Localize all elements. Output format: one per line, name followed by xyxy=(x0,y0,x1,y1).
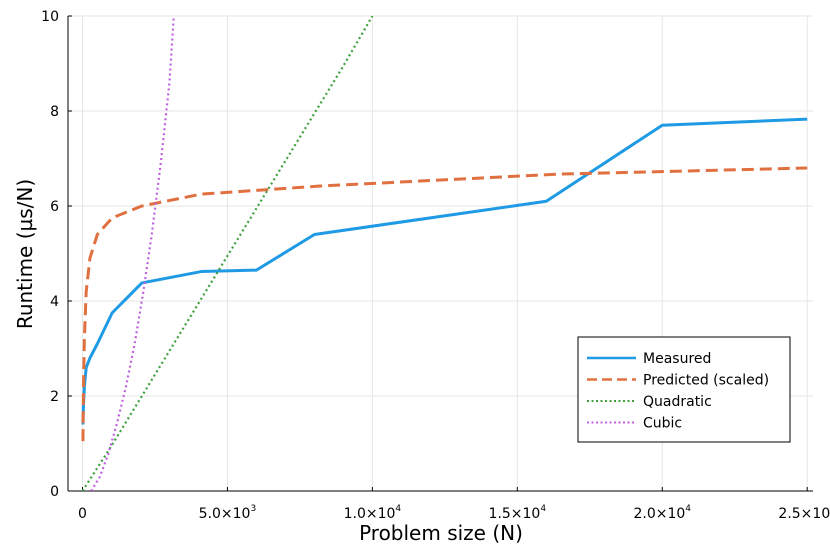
x-tick-mantissa: 2.0×10 xyxy=(633,506,685,522)
tick-labels: 05.0×1031.0×1041.5×1042.0×1042.5×1040246… xyxy=(41,9,830,522)
x-tick-mantissa: 1.0×10 xyxy=(344,506,396,522)
x-tick-exponent: 4 xyxy=(685,504,691,514)
x-tick-label: 1.5×104 xyxy=(489,504,547,522)
x-tick-mantissa: 5.0×10 xyxy=(199,506,251,522)
y-tick-label: 10 xyxy=(41,9,59,25)
y-tick-label: 2 xyxy=(50,389,59,405)
series-line-quadratic xyxy=(81,16,374,491)
legend-box xyxy=(577,336,791,443)
y-tick-label: 4 xyxy=(50,294,59,310)
y-tick-label: 6 xyxy=(50,199,59,215)
series-line-predicted-scaled xyxy=(81,166,808,442)
legend-label: Predicted (scaled) xyxy=(643,373,769,389)
series-lines xyxy=(81,16,808,491)
y-tick-label: 8 xyxy=(50,104,59,120)
x-tick-label: 5.0×103 xyxy=(199,504,257,522)
x-tick-mantissa: 2.5×10 xyxy=(778,506,830,522)
y-axis-title: Runtime (µs/N) xyxy=(13,179,37,329)
legend-label: Quadratic xyxy=(643,394,712,410)
legend: Measured Predicted (scaled) Quadratic Cubic xyxy=(577,336,791,443)
x-axis-title: Problem size (N) xyxy=(359,521,523,545)
x-tick-label: 2.0×104 xyxy=(633,504,691,522)
y-tick-label: 0 xyxy=(50,484,59,500)
legend-label: Cubic xyxy=(643,416,682,432)
x-tick-label: 1.0×104 xyxy=(344,504,402,522)
x-tick-mantissa: 1.5×10 xyxy=(489,506,541,522)
x-tick-exponent: 4 xyxy=(395,504,401,514)
x-tick-exponent: 3 xyxy=(250,504,256,514)
x-tick-mantissa: 0 xyxy=(78,506,87,522)
x-tick-exponent: 4 xyxy=(540,504,546,514)
x-tick-label: 2.5×104 xyxy=(778,504,830,522)
x-tick-label: 0 xyxy=(78,506,87,522)
axes xyxy=(67,15,813,492)
legend-label: Measured xyxy=(643,351,711,367)
